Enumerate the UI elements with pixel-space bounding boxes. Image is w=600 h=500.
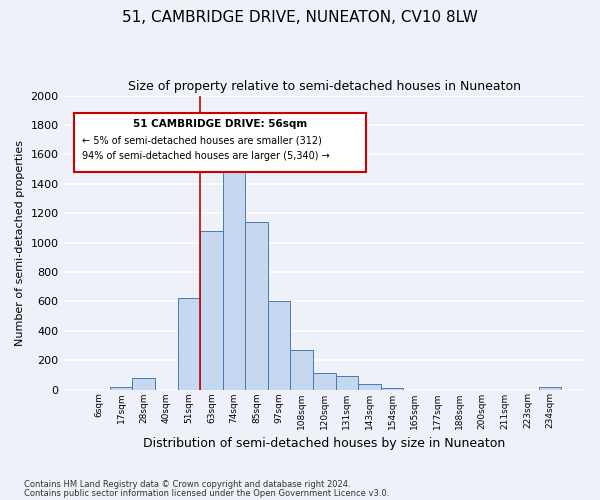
FancyBboxPatch shape (74, 113, 366, 172)
Text: ← 5% of semi-detached houses are smaller (312): ← 5% of semi-detached houses are smaller… (82, 135, 322, 145)
Text: Contains public sector information licensed under the Open Government Licence v3: Contains public sector information licen… (24, 488, 389, 498)
Bar (178, 298, 200, 390)
Y-axis label: Number of semi-detached properties: Number of semi-detached properties (15, 140, 25, 346)
Bar (200, 231, 223, 390)
Bar (110, 388, 133, 390)
Text: 51 CAMBRIDGE DRIVE: 56sqm: 51 CAMBRIDGE DRIVE: 56sqm (133, 119, 307, 129)
X-axis label: Distribution of semi-detached houses by size in Nuneaton: Distribution of semi-detached houses by … (143, 437, 505, 450)
Bar (245, 222, 268, 390)
Bar (335, 376, 358, 390)
Text: 94% of semi-detached houses are larger (5,340) →: 94% of semi-detached houses are larger (… (82, 152, 329, 162)
Text: 51, CAMBRIDGE DRIVE, NUNEATON, CV10 8LW: 51, CAMBRIDGE DRIVE, NUNEATON, CV10 8LW (122, 10, 478, 25)
Bar (358, 384, 381, 390)
Title: Size of property relative to semi-detached houses in Nuneaton: Size of property relative to semi-detach… (128, 80, 521, 93)
Bar (313, 372, 335, 390)
Bar (381, 388, 403, 390)
Bar (539, 388, 561, 390)
Bar (223, 148, 245, 390)
Bar (268, 302, 290, 390)
Text: Contains HM Land Registry data © Crown copyright and database right 2024.: Contains HM Land Registry data © Crown c… (24, 480, 350, 489)
Bar (290, 350, 313, 390)
Bar (133, 378, 155, 390)
